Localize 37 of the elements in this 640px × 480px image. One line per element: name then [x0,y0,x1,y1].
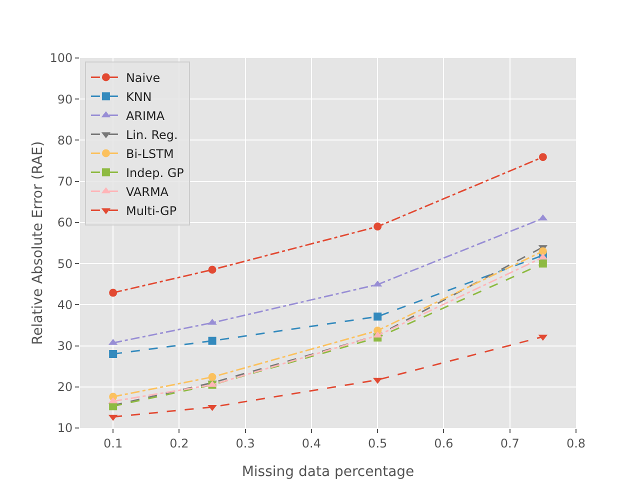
y-tick-label: 50 [57,256,73,271]
y-tick-label: 40 [57,298,73,312]
x-tick-label: 0.4 [302,436,322,450]
x-axis-title: Missing data percentage [242,464,414,480]
point [374,312,382,321]
x-tick-label: 0.5 [368,436,388,450]
y-tick-label: 10 [57,421,73,436]
x-tick-label: 0.8 [566,436,586,450]
y-axis-title: Relative Absolute Error (RAE) [30,141,46,345]
y-tick-label: 80 [57,133,73,148]
legend-label: Naive [126,70,160,85]
point [374,222,382,231]
x-tick-label: 0.6 [434,436,454,450]
y-tick-label: 60 [57,216,73,230]
legend-label: Multi-GP [126,204,177,218]
y-tick-label: 90 [57,92,73,106]
point [109,288,118,297]
legend-label: KNN [126,90,152,104]
legend-label: Lin. Reg. [126,128,178,142]
x-tick-label: 0.3 [236,436,255,450]
x-tick-label: 0.1 [104,436,123,450]
point [208,336,216,345]
legend-label: Bi-LSTM [126,146,174,161]
y-tick-label: 70 [57,174,73,189]
y-tick-label: 100 [50,51,73,66]
point [109,350,118,358]
point [538,153,547,162]
x-tick-label: 0.7 [500,436,520,450]
point [208,266,216,274]
legend-label: VARMA [126,184,170,199]
legend-label: ARIMA [126,108,166,123]
point [538,260,547,268]
point [208,373,216,382]
legend-label: Indep. GP [126,166,184,180]
y-tick-label: 30 [57,338,73,353]
y-tick-label: 20 [57,380,73,394]
x-tick-label: 0.2 [170,436,189,450]
